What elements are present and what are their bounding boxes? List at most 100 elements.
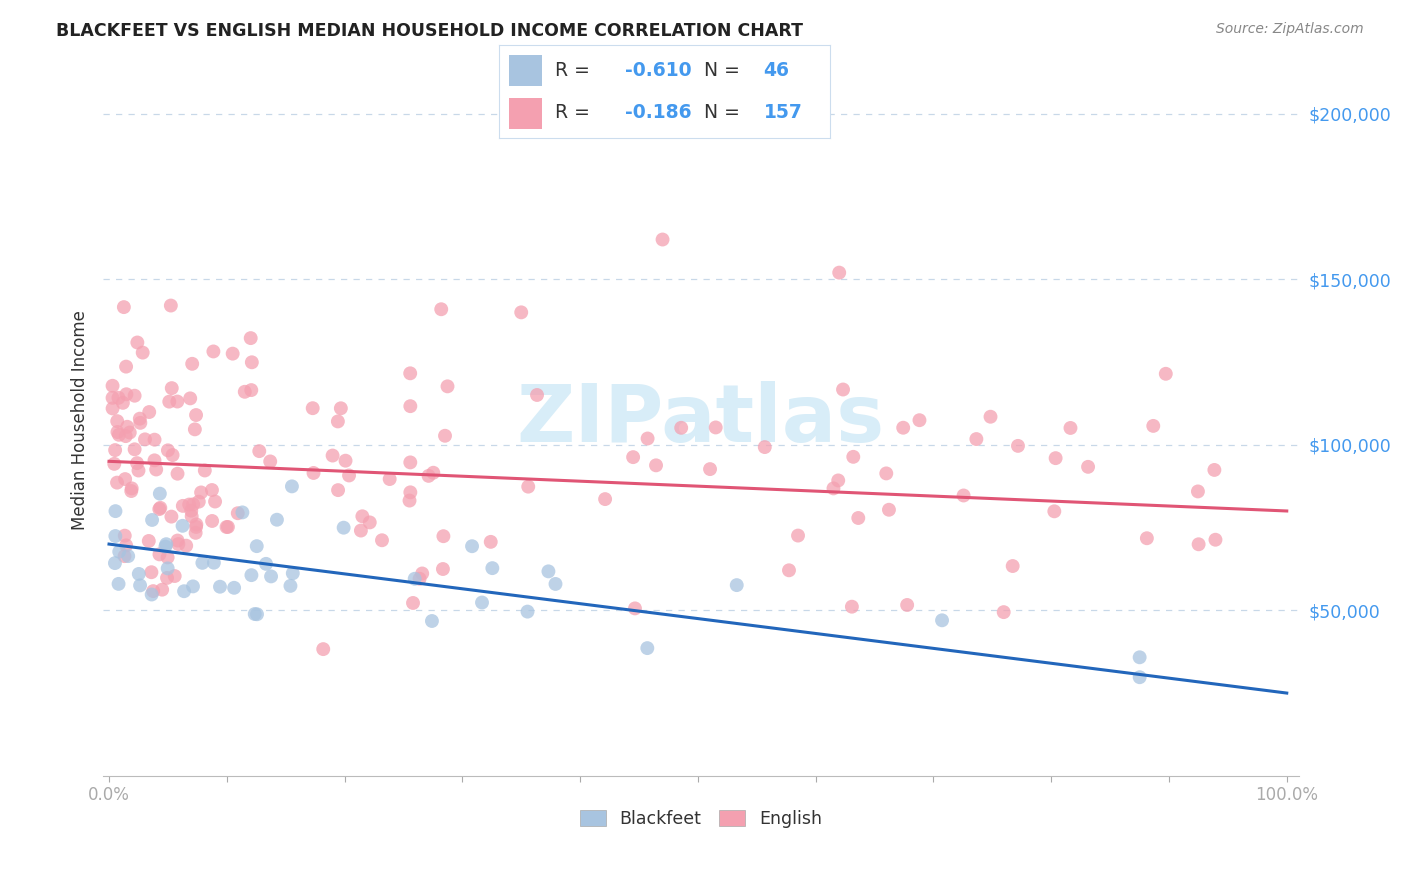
Point — [141, 566, 163, 580]
Point — [181, 497, 204, 511]
Point — [143, 433, 166, 447]
Point — [107, 577, 129, 591]
Point — [461, 539, 484, 553]
Point — [131, 345, 153, 359]
Point — [179, 498, 201, 512]
Point — [224, 581, 246, 595]
Point — [128, 463, 150, 477]
Point — [326, 414, 349, 428]
Point — [335, 453, 357, 467]
Text: R =: R = — [555, 103, 596, 122]
Point — [544, 577, 567, 591]
Point — [1001, 559, 1024, 574]
Point — [156, 550, 179, 565]
Point — [669, 421, 692, 435]
Point — [877, 502, 900, 516]
Point — [875, 467, 897, 481]
Point — [312, 642, 335, 657]
Point — [408, 572, 430, 586]
Point — [186, 517, 208, 532]
Point — [329, 401, 352, 416]
Point — [202, 556, 225, 570]
Point — [107, 425, 129, 439]
Point — [337, 468, 360, 483]
Point — [281, 566, 304, 581]
Point — [156, 443, 179, 458]
Point — [1059, 421, 1081, 435]
Point — [115, 359, 138, 374]
Point — [636, 641, 658, 656]
Point — [128, 566, 150, 581]
Point — [181, 579, 204, 593]
Point — [145, 462, 167, 476]
Point — [141, 513, 163, 527]
Point — [104, 556, 127, 570]
Point — [1154, 367, 1177, 381]
Point — [1204, 533, 1226, 547]
Point — [481, 561, 503, 575]
Point — [112, 300, 135, 314]
Point — [180, 503, 202, 517]
Point — [172, 499, 194, 513]
Point — [184, 525, 207, 540]
Point — [124, 442, 146, 457]
Point — [432, 529, 454, 543]
Point — [217, 520, 239, 534]
Point — [111, 396, 134, 410]
Point — [846, 511, 869, 525]
Point — [215, 520, 238, 534]
Point — [184, 520, 207, 534]
Bar — [509, 98, 543, 129]
Point — [725, 578, 748, 592]
Text: N =: N = — [704, 61, 745, 80]
Point — [184, 408, 207, 422]
Point — [1136, 531, 1159, 545]
Point — [352, 509, 374, 524]
Point — [979, 409, 1001, 424]
Point — [302, 466, 325, 480]
Point — [593, 492, 616, 507]
Point — [952, 488, 974, 502]
Point — [645, 458, 668, 473]
Point — [149, 500, 172, 515]
Point — [125, 456, 148, 470]
Point — [180, 509, 202, 524]
Point — [240, 568, 263, 582]
Point — [1187, 484, 1209, 499]
Text: 157: 157 — [763, 103, 803, 122]
Point — [471, 595, 494, 609]
Point — [1204, 463, 1226, 477]
Point — [163, 569, 186, 583]
Point — [1045, 451, 1067, 466]
Point — [157, 394, 180, 409]
Text: BLACKFEET VS ENGLISH MEDIAN HOUSEHOLD INCOME CORRELATION CHART: BLACKFEET VS ENGLISH MEDIAN HOUSEHOLD IN… — [56, 22, 803, 40]
Point — [160, 299, 183, 313]
Point — [160, 509, 183, 524]
Point — [254, 557, 277, 571]
Point — [134, 433, 156, 447]
Point — [422, 466, 444, 480]
Point — [896, 598, 918, 612]
Point — [148, 547, 170, 561]
Point — [621, 450, 644, 464]
Point — [156, 571, 179, 585]
Point — [166, 467, 188, 481]
Bar — [509, 55, 543, 86]
Point — [399, 485, 422, 500]
Point — [239, 331, 262, 345]
Point — [108, 545, 131, 559]
Point — [526, 388, 548, 402]
Point — [128, 411, 150, 425]
Point — [418, 468, 440, 483]
Point — [103, 457, 125, 471]
Point — [404, 572, 426, 586]
Point — [430, 302, 453, 317]
Point — [243, 607, 266, 621]
Point — [371, 533, 394, 548]
Point — [104, 443, 127, 458]
Point — [1188, 537, 1211, 551]
Point — [479, 534, 502, 549]
Point — [246, 607, 269, 622]
Point — [432, 562, 454, 576]
Point — [398, 493, 420, 508]
